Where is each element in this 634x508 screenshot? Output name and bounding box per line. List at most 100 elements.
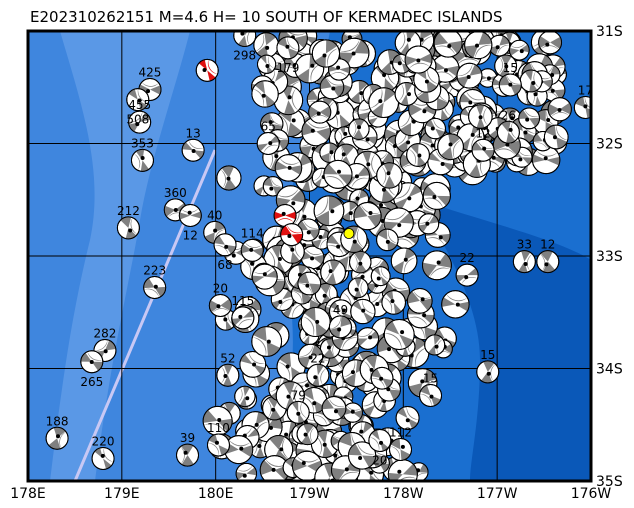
mechanism-beachball — [376, 228, 399, 252]
depth-label: 212 — [117, 204, 140, 218]
depth-label: 22 — [310, 351, 325, 365]
depth-label: 12 — [540, 238, 555, 252]
target-mechanism-beachball — [273, 204, 297, 227]
mechanism-beachball — [276, 36, 300, 60]
depth-label: 508 — [126, 113, 149, 127]
mechanism-beachball — [387, 459, 418, 481]
mechanism-beachball — [239, 351, 267, 378]
mechanism-beachball — [216, 165, 242, 191]
mechanism-beachball — [274, 154, 303, 182]
mechanism-beachball — [297, 271, 322, 296]
mechanism-beachball — [406, 288, 433, 314]
depth-label: 298 — [233, 49, 256, 63]
depth-label: 115 — [231, 294, 254, 308]
mechanism-beachball — [476, 360, 500, 384]
mechanism-beachball — [234, 385, 256, 408]
mechanism-beachball — [376, 162, 403, 189]
depth-label: 15 — [503, 61, 518, 75]
depth-label: 22 — [459, 251, 474, 265]
mechanism-beachball — [498, 73, 522, 97]
mechanism-beachball — [464, 31, 493, 60]
mechanism-beachball — [259, 455, 290, 481]
depth-label: 65 — [261, 120, 276, 134]
mechanism-beachball — [262, 176, 284, 197]
map-title: E202310262151 M=4.6 H= 10 SOUTH OF KERMA… — [30, 8, 503, 26]
mechanism-beachball — [300, 307, 331, 338]
mechanism-beachball — [531, 145, 561, 175]
mechanism-beachball — [456, 62, 483, 89]
depth-label: 425 — [139, 66, 162, 80]
mechanism-beachball — [328, 315, 352, 339]
mechanism-beachball — [319, 74, 345, 100]
mechanism-beachball — [419, 384, 443, 407]
mechanism-beachball — [300, 386, 328, 414]
mechanism-beachball — [256, 54, 277, 74]
mechanism-beachball — [143, 276, 167, 299]
mechanism-beachball — [394, 81, 419, 106]
depth-label: 110 — [207, 421, 230, 435]
mechanism-beachball — [126, 88, 150, 112]
mechanism-beachball — [231, 306, 255, 330]
depth-label: 17 — [578, 84, 593, 98]
mechanism-beachball — [368, 87, 400, 118]
lon-tick-label: 178W — [383, 486, 424, 502]
mechanism-beachball — [80, 350, 104, 374]
lat-tick-label: 33S — [596, 249, 623, 265]
map-frame — [26, 29, 593, 483]
mechanism-beachball — [383, 319, 415, 350]
depth-label: 188 — [46, 414, 69, 428]
depth-label: 114 — [241, 226, 264, 240]
mechanism-beachball — [418, 213, 440, 235]
mechanism-beachball — [233, 31, 257, 47]
mechanism-beachball — [433, 31, 463, 58]
mechanism-beachball — [348, 118, 370, 140]
depth-label: 33 — [517, 238, 532, 252]
mechanism-beachball — [349, 250, 372, 274]
mechanism-beachball — [404, 45, 433, 74]
mechanism-beachball — [311, 39, 341, 68]
target-mechanism-beachball — [195, 58, 219, 82]
mechanism-beachball — [381, 290, 406, 315]
mechanism-beachball — [508, 39, 530, 61]
lon-tick-label: 180E — [198, 486, 234, 502]
mechanism-beachball — [206, 433, 230, 457]
mechanism-beachball — [251, 263, 278, 290]
mechanism-beachball — [471, 138, 495, 162]
mechanism-beachball — [235, 462, 258, 481]
depth-label: 26 — [501, 108, 516, 122]
mechanism-beachball — [176, 443, 200, 467]
mechanism-beachball — [216, 363, 240, 387]
mechanism-beachball — [91, 447, 115, 470]
mechanism-beachball — [286, 400, 310, 424]
mechanism-beachball — [116, 216, 140, 240]
mechanism-beachball — [368, 429, 392, 452]
axis-labels: 178E 179E 180E 179W 178W 177W 176W 31S 32S 33S 34S… — [10, 24, 623, 502]
mechanism-beachball — [308, 100, 332, 124]
mechanism-beachball — [422, 181, 451, 210]
mechanism-beachball — [547, 97, 572, 122]
mechanism-beachball — [253, 32, 280, 58]
mechanism-beachball — [251, 326, 283, 357]
mechanism-beachball — [455, 263, 479, 287]
mechanism-beachball — [347, 441, 377, 470]
mechanism-beachball — [573, 96, 591, 119]
depth-label: 282 — [93, 327, 116, 341]
depth-label: 12 — [183, 229, 198, 243]
mechanism-beachball — [130, 148, 154, 172]
mechanism-beachball — [256, 132, 280, 155]
depth-label: 20 — [372, 454, 387, 468]
mechanism-beachball — [389, 438, 413, 461]
mechanism-beachball — [240, 238, 264, 262]
mechanism-beachball — [128, 110, 152, 134]
depth-label: 20 — [213, 282, 228, 296]
depth-label: 13 — [186, 126, 201, 140]
mechanism-beachball — [178, 204, 202, 227]
lat-tick-label: 35S — [596, 474, 623, 490]
mechanism-beachball — [306, 363, 330, 387]
mechanism-beachball — [323, 159, 353, 189]
mechanism-beachball — [518, 107, 541, 130]
target-mechanisms — [195, 58, 304, 247]
depth-label: 68 — [217, 258, 232, 272]
target-mechanism-beachball — [280, 223, 304, 247]
